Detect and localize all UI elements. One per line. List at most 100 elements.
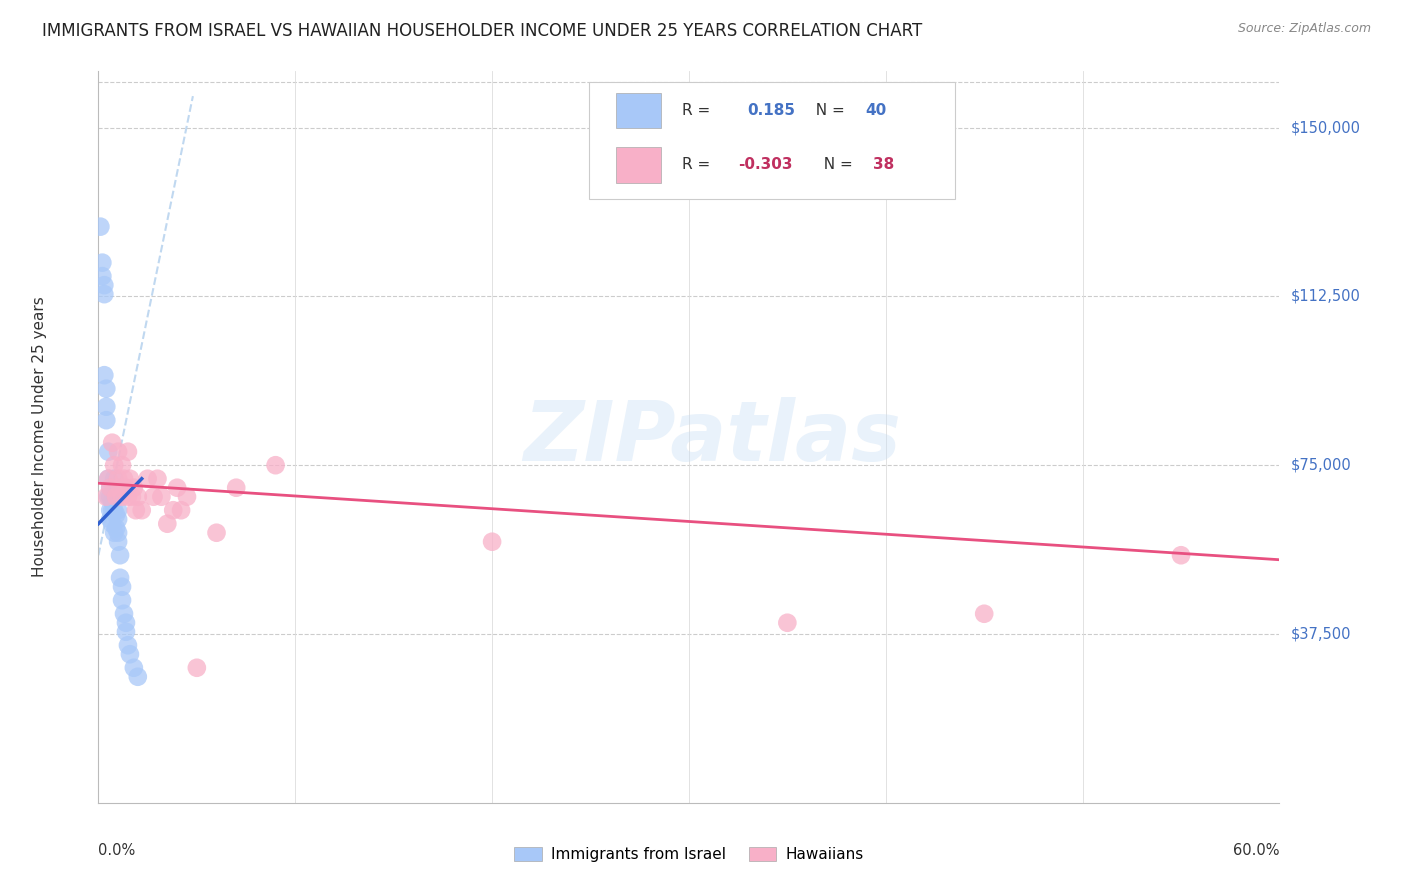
Point [91,269,114,284]
Legend: Immigrants from Israel, Hawaiians: Immigrants from Israel, Hawaiians [508,841,870,868]
Point [225,481,247,495]
Point [115,615,138,630]
Point [776,615,799,630]
FancyBboxPatch shape [616,94,661,128]
Point [136,472,159,486]
Point [105,521,128,535]
Point [108,548,131,562]
Point [118,472,141,486]
Point [111,490,134,504]
Point [108,571,131,585]
Point [264,458,287,473]
Point [142,490,165,504]
Text: R =: R = [682,158,716,172]
Point [146,472,169,486]
Point [107,512,129,526]
Point [111,458,134,473]
Point [103,458,125,473]
Point [97,472,120,486]
Text: ZIPatlas: ZIPatlas [523,397,901,477]
Point [107,534,129,549]
Point [166,481,188,495]
Point [127,490,149,504]
Point [131,503,153,517]
Text: Source: ZipAtlas.com: Source: ZipAtlas.com [1237,22,1371,36]
Point [97,472,120,486]
Point [97,444,120,458]
Point [101,503,124,517]
Point [103,525,125,540]
Point [91,255,114,269]
Point [103,503,125,517]
FancyBboxPatch shape [589,82,955,200]
Point [117,444,139,458]
Text: -0.303: -0.303 [738,158,793,172]
Point [101,435,124,450]
Text: 0.185: 0.185 [747,103,794,119]
Text: $37,500: $37,500 [1291,626,1351,641]
Point [150,490,173,504]
Point [108,481,131,495]
Point [96,413,118,427]
Point [96,490,118,504]
Point [93,287,115,301]
Point [107,525,129,540]
Point [98,490,121,504]
Text: R =: R = [682,103,720,119]
Point [122,481,145,495]
Text: $150,000: $150,000 [1291,120,1361,135]
Point [481,534,503,549]
Point [118,647,141,661]
Point [98,503,121,517]
Point [973,607,995,621]
Point [98,481,121,495]
Point [112,472,135,486]
Point [107,444,129,458]
Point [186,661,208,675]
Point [205,525,228,540]
Point [98,512,121,526]
Point [170,503,193,517]
Text: 0.0%: 0.0% [98,843,135,858]
Point [96,400,118,414]
Point [105,508,128,522]
Point [101,494,124,508]
Point [117,490,139,504]
Point [115,481,138,495]
Point [93,278,115,293]
Point [111,593,134,607]
FancyBboxPatch shape [616,147,661,183]
Point [111,580,134,594]
Point [121,490,143,504]
Point [1170,548,1192,562]
Point [127,670,149,684]
Point [156,516,179,531]
Point [115,624,138,639]
Point [122,661,145,675]
Point [89,219,111,234]
Point [125,503,148,517]
Point [93,368,115,383]
Text: N =: N = [814,158,858,172]
Point [107,472,129,486]
Point [96,382,118,396]
Point [107,503,129,517]
Text: 60.0%: 60.0% [1233,843,1279,858]
Point [162,503,184,517]
Point [117,638,139,652]
Point [176,490,198,504]
Text: 38: 38 [873,158,894,172]
Text: $112,500: $112,500 [1291,289,1361,304]
Text: Householder Income Under 25 years: Householder Income Under 25 years [32,297,46,577]
Point [97,490,120,504]
Point [103,490,125,504]
Point [105,490,128,504]
Text: $75,000: $75,000 [1291,458,1351,473]
Text: 40: 40 [865,103,886,119]
Text: IMMIGRANTS FROM ISRAEL VS HAWAIIAN HOUSEHOLDER INCOME UNDER 25 YEARS CORRELATION: IMMIGRANTS FROM ISRAEL VS HAWAIIAN HOUSE… [42,22,922,40]
Point [98,481,121,495]
Point [103,472,125,486]
Point [101,516,124,531]
Text: N =: N = [806,103,849,119]
Point [112,607,135,621]
